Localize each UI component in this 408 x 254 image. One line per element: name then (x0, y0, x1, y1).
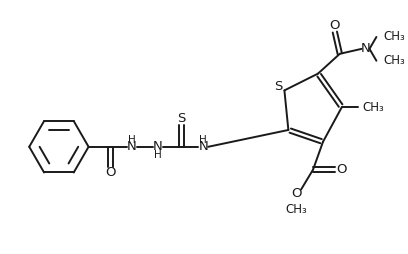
Text: O: O (105, 166, 115, 179)
Text: O: O (330, 19, 340, 32)
Text: S: S (177, 112, 186, 125)
Text: S: S (274, 80, 283, 93)
Text: CH₃: CH₃ (363, 101, 384, 114)
Text: CH₃: CH₃ (384, 54, 405, 67)
Text: N: N (198, 140, 208, 153)
Text: H: H (128, 135, 136, 145)
Text: CH₃: CH₃ (384, 30, 405, 43)
Text: O: O (337, 163, 347, 176)
Text: H: H (154, 150, 162, 160)
Text: N: N (361, 42, 370, 55)
Text: CH₃: CH₃ (286, 203, 307, 216)
Text: N: N (153, 140, 163, 153)
Text: H: H (200, 135, 207, 145)
Text: N: N (127, 140, 137, 153)
Text: O: O (291, 187, 302, 200)
